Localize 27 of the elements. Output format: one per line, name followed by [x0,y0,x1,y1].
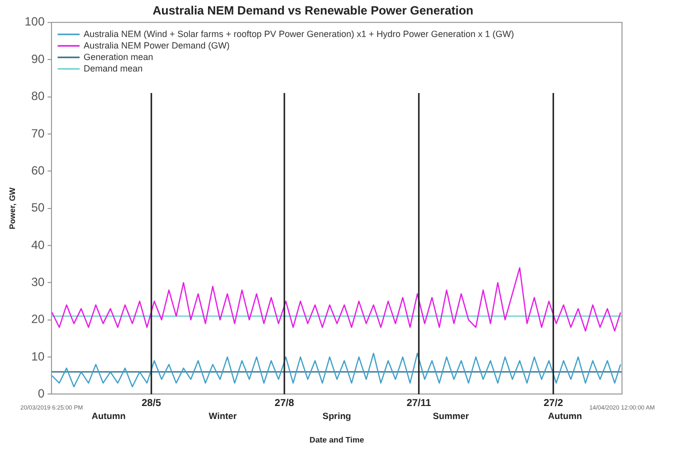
legend-label: Demand mean [84,63,143,74]
legend-label: Australia NEM (Wind + Solar farms + rooftop PV Power Generation) x1 + Hydro Power Generation x 1 (GW) [84,28,514,39]
text: Summer [432,411,470,422]
y-tick-label: 80 [31,89,45,104]
y-tick-label: 10 [31,349,45,364]
text: Winter [208,411,238,422]
ref-line-label: 27/2 [544,398,564,409]
y-tick-label: 100 [24,14,45,29]
ref-line-label: 27/8 [274,398,295,409]
ref-line-label: 28/5 [142,398,162,409]
y-tick-label: 40 [31,238,45,252]
x-axis-title: Date and Time [310,435,365,444]
chart-title: Australia NEM Demand vs Renewable Power Generation [152,4,474,18]
y-tick-label: 20 [31,312,45,326]
y-tick-label: 60 [31,163,45,178]
y-tick-label: 70 [31,126,45,140]
text: Spring [322,411,352,422]
ref-line-label: 27/11 [406,398,432,409]
y-axis-title: Power, GW [8,186,18,230]
y-tick-label: 90 [31,52,45,66]
y-tick-label: 30 [31,274,45,289]
text: Autumn [548,411,582,422]
legend-label: Australia NEM Power Demand (GW) [84,40,230,50]
legend-label: Generation mean [84,52,154,62]
text: Autumn [92,411,126,422]
y-tick-label: 0 [38,386,45,401]
y-tick-label: 50 [31,200,45,215]
